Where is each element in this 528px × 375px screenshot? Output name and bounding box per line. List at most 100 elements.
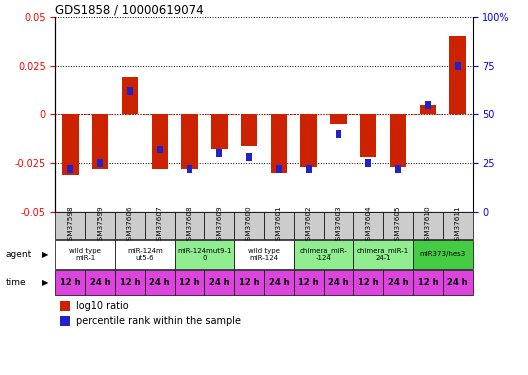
Bar [55,240,115,269]
Bar [306,165,312,173]
Bar [55,270,85,295]
Bar [300,114,317,167]
Text: 24 h: 24 h [447,278,468,287]
Bar [97,159,103,167]
Text: GSM37600: GSM37600 [246,206,252,245]
Bar [234,270,264,295]
Bar [60,301,70,310]
Text: time: time [5,278,26,287]
Text: chimera_miR-
-124: chimera_miR- -124 [300,248,347,261]
Text: 24 h: 24 h [269,278,289,287]
Bar [360,114,376,157]
Text: agent: agent [5,250,32,259]
Bar [383,212,413,239]
Text: ▶: ▶ [42,250,48,259]
Bar [115,240,175,269]
Text: miR-124mut9-1
0: miR-124mut9-1 0 [177,248,232,261]
Bar [455,62,460,69]
Bar [211,114,228,150]
Bar [331,114,347,124]
Bar [186,165,192,173]
Bar [92,114,108,169]
Text: GSM37611: GSM37611 [455,206,460,245]
Text: miR-124m
ut5-6: miR-124m ut5-6 [127,248,163,261]
Bar [365,159,371,167]
Text: 12 h: 12 h [179,278,200,287]
Text: GSM37602: GSM37602 [306,206,312,245]
Text: 24 h: 24 h [149,278,170,287]
Bar [324,212,353,239]
Bar [390,114,406,167]
Text: 12 h: 12 h [239,278,259,287]
Bar [62,114,79,175]
Text: 12 h: 12 h [298,278,319,287]
Bar [276,165,282,173]
Text: 24 h: 24 h [388,278,408,287]
Text: GSM37604: GSM37604 [365,206,371,245]
Bar [413,270,443,295]
Bar [443,212,473,239]
Text: 24 h: 24 h [209,278,230,287]
Bar [115,270,145,295]
Text: GSM37603: GSM37603 [335,206,342,245]
Bar [443,270,473,295]
Text: log10 ratio: log10 ratio [76,301,129,311]
Text: GSM37609: GSM37609 [216,206,222,245]
Bar [122,77,138,114]
Text: 12 h: 12 h [418,278,438,287]
Bar [241,114,257,146]
Bar [234,240,294,269]
Bar [204,212,234,239]
Bar [55,212,85,239]
Bar [127,87,133,95]
Text: 12 h: 12 h [60,278,81,287]
Bar [216,150,222,157]
Text: GSM37605: GSM37605 [395,206,401,245]
Bar [246,153,252,161]
Bar [175,240,234,269]
Bar [115,212,145,239]
Bar [294,212,324,239]
Bar [294,240,353,269]
Bar [336,130,342,138]
Bar [181,114,197,169]
Bar [175,270,204,295]
Bar [145,270,175,295]
Text: GSM37610: GSM37610 [425,206,431,245]
Bar [420,105,436,114]
Text: GDS1858 / 10000619074: GDS1858 / 10000619074 [55,4,204,17]
Bar [383,270,413,295]
Bar [234,212,264,239]
Text: wild type
miR-124: wild type miR-124 [248,248,280,261]
Bar [264,270,294,295]
Bar [68,165,73,173]
Text: GSM37606: GSM37606 [127,206,133,245]
Text: percentile rank within the sample: percentile rank within the sample [76,316,241,326]
Bar [204,270,234,295]
Text: GSM37608: GSM37608 [186,206,193,245]
Text: wild type
miR-1: wild type miR-1 [69,248,101,261]
Text: 24 h: 24 h [328,278,349,287]
Text: GSM37599: GSM37599 [97,206,103,245]
Bar [157,146,163,153]
Bar [175,212,204,239]
Text: ▶: ▶ [42,278,48,287]
Bar [152,114,168,169]
Bar [145,212,175,239]
Bar [324,270,353,295]
Text: miR373/hes3: miR373/hes3 [420,251,466,257]
Bar [271,114,287,173]
Bar [425,101,431,108]
Bar [294,270,324,295]
Text: 12 h: 12 h [358,278,379,287]
Text: GSM37607: GSM37607 [157,206,163,245]
Bar [395,165,401,173]
Bar [413,240,473,269]
Text: 24 h: 24 h [90,278,110,287]
Bar [264,212,294,239]
Bar [85,212,115,239]
Bar [413,212,443,239]
Text: GSM37601: GSM37601 [276,206,282,245]
Text: chimera_miR-1
24-1: chimera_miR-1 24-1 [357,248,409,261]
Text: GSM37598: GSM37598 [68,206,73,245]
